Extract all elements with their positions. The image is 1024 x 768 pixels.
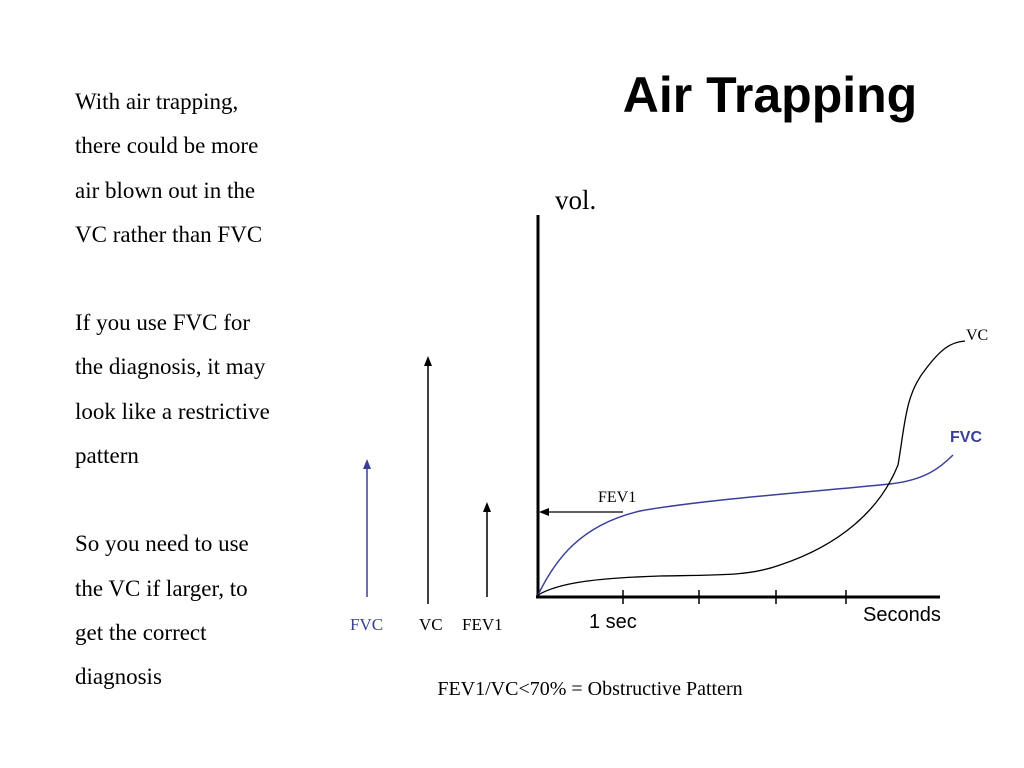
slide-title: Air Trapping xyxy=(622,67,918,123)
text-line: VC rather than FVC xyxy=(75,221,263,247)
y-axis-label: vol. xyxy=(555,185,596,215)
fev1-curve-label: FEV1 xyxy=(598,489,636,506)
text-line: there could be more xyxy=(75,133,259,159)
text-line: So you need to use xyxy=(75,531,249,557)
vc-curve xyxy=(537,340,966,596)
vc-bar-label: VC xyxy=(419,615,443,634)
text-line: get the correct xyxy=(75,619,207,645)
fvc-curve-label: FVC xyxy=(950,429,982,446)
text-line: the VC if larger, to xyxy=(75,575,248,601)
text-line: air blown out in the xyxy=(75,177,256,203)
footer-formula: FEV1/VC<70% = Obstructive Pattern xyxy=(437,678,742,700)
paragraph-air-trapping: With air trapping, there could be more a… xyxy=(75,80,345,257)
text-line: With air trapping, xyxy=(75,89,239,114)
fvc-curve xyxy=(537,454,954,596)
paragraph-fvc-diagnosis: If you use FVC for the diagnosis, it may… xyxy=(75,301,345,478)
x-axis-label: Seconds xyxy=(863,604,941,626)
vc-curve-label: VC xyxy=(966,327,988,344)
paragraph-use-vc: So you need to use the VC if larger, to … xyxy=(75,522,345,699)
text-line: pattern xyxy=(75,443,139,469)
body-text: With air trapping, there could be more a… xyxy=(75,80,345,744)
fvc-bar-label: FVC xyxy=(350,615,383,634)
fev1-bar-label: FEV1 xyxy=(462,615,503,634)
tick-label-1-sec: 1 sec xyxy=(589,611,637,633)
text-line: the diagnosis, it may xyxy=(75,354,266,380)
text-line: If you use FVC for xyxy=(75,310,251,336)
text-line: look like a restrictive xyxy=(75,398,270,424)
text-line: diagnosis xyxy=(75,664,162,690)
